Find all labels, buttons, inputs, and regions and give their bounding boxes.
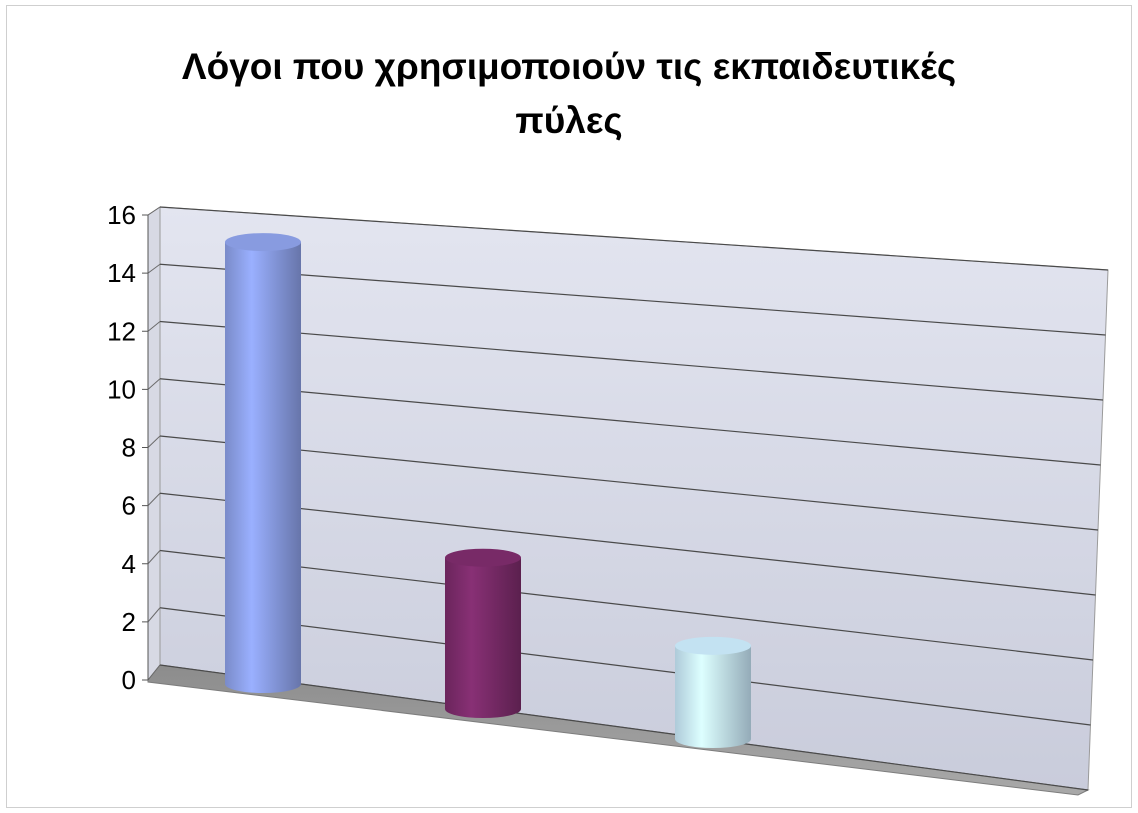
gridline-1 — [159, 607, 1091, 726]
gridline-side-2 — [147, 550, 161, 565]
gridline-3 — [159, 492, 1096, 596]
plot-side-wall — [147, 206, 161, 682]
gridline-7 — [159, 263, 1106, 336]
y-tick-label-5: 10 — [107, 374, 136, 404]
bar-0-body — [225, 242, 301, 693]
bar-0-top — [225, 233, 301, 252]
y-tick-label-2: 4 — [122, 549, 136, 579]
gridline-side-1 — [147, 607, 161, 623]
gridline-5 — [159, 378, 1101, 466]
gridline-side-6 — [147, 321, 161, 332]
gridline-side-3 — [147, 492, 161, 506]
gridline-2 — [159, 549, 1094, 661]
y-tick-label-1: 2 — [122, 607, 136, 637]
gridline-6 — [159, 320, 1104, 401]
chart-title-line-1: Λόγοι που χρησιμοποιούν τις εκπαιδευτικέ… — [181, 46, 957, 87]
gridline-side-8 — [147, 206, 161, 216]
y-tick-label-7: 14 — [107, 258, 136, 288]
bar-2-top — [675, 636, 751, 655]
bar-1-body — [445, 557, 521, 718]
chart-title-line-2: πύλες — [515, 100, 623, 141]
bar-1 — [445, 548, 521, 718]
plot-back-wall — [159, 206, 1109, 791]
gridline-4 — [159, 435, 1099, 531]
bar-1-top — [445, 548, 521, 567]
y-tick-label-0: 0 — [122, 665, 136, 695]
gridline-side-7 — [147, 263, 161, 274]
bar-2 — [675, 636, 751, 748]
gridline-side-5 — [147, 378, 161, 390]
gridline-0 — [159, 664, 1089, 791]
y-tick-label-8: 16 — [107, 200, 136, 230]
bar-0 — [225, 233, 301, 693]
y-tick-label-6: 12 — [107, 316, 136, 346]
gridline-side-4 — [147, 435, 161, 448]
gridline-8 — [159, 206, 1109, 271]
y-tick-label-3: 6 — [122, 491, 136, 521]
bar-2-body — [675, 645, 751, 748]
gridline-side-0 — [147, 664, 161, 681]
chart-title: Λόγοι που χρησιμοποιούν τις εκπαιδευτικέ… — [0, 40, 1138, 148]
y-tick-label-4: 8 — [122, 433, 136, 463]
